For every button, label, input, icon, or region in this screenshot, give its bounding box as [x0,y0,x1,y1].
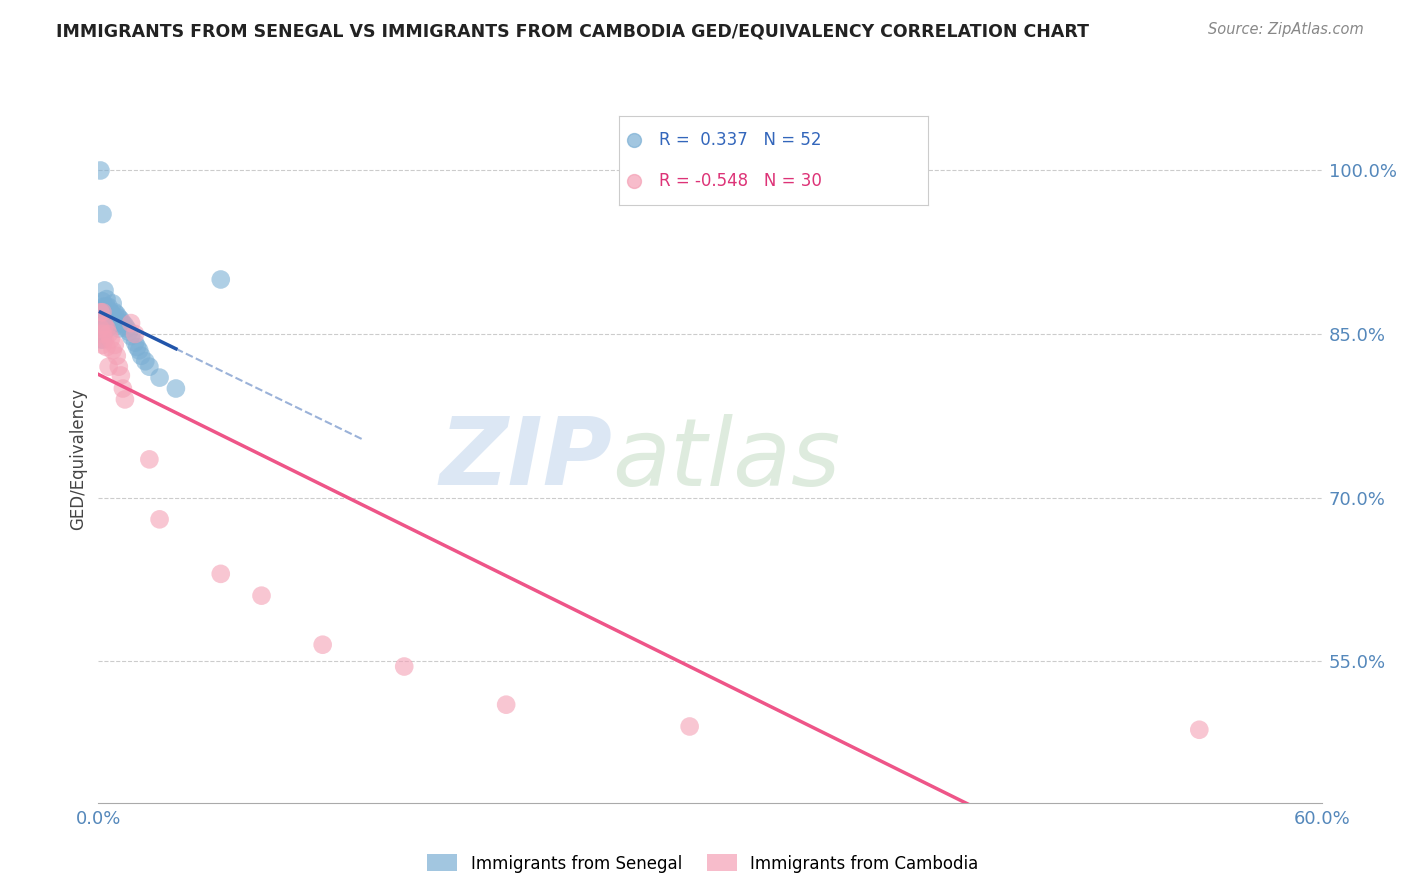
Point [91,294,114,309]
Point [97,300,120,314]
Point [89,305,111,319]
Point [93,284,115,298]
Legend: Immigrants from Senegal, Immigrants from Cambodia: Immigrants from Senegal, Immigrants from… [420,847,986,880]
Point [110,313,132,327]
Point [149,370,172,384]
Point [89,321,111,335]
Point [89,305,111,319]
Point [93,318,115,333]
Point [209,272,232,286]
Point [110,368,132,383]
Point [96,292,118,306]
Point [108,310,131,325]
Text: atlas: atlas [612,414,841,505]
Point [101,307,124,321]
Point [97,326,120,341]
Point [91,333,114,347]
Point [97,359,120,374]
Point [91,300,114,314]
Point [120,329,142,343]
Point [105,349,128,363]
Point [105,318,128,333]
Point [89,305,111,319]
Point [93,325,115,339]
Point [392,659,416,673]
Point [89,326,111,341]
Point [89,316,111,330]
Point [105,307,128,321]
Text: R =  0.337   N = 52: R = 0.337 N = 52 [659,131,821,149]
Point [93,305,115,319]
Point [91,326,114,341]
Point [679,719,702,733]
Point [96,321,118,335]
Point [101,343,124,358]
Point [127,340,149,354]
Point [108,321,131,335]
Point [89,333,111,347]
Point [111,382,134,396]
Point [91,338,114,352]
Point [623,133,645,147]
Point [104,305,127,319]
Point [124,335,146,350]
Point [100,305,122,319]
Text: IMMIGRANTS FROM SENEGAL VS IMMIGRANTS FROM CAMBODIA GED/EQUIVALENCY CORRELATION : IMMIGRANTS FROM SENEGAL VS IMMIGRANTS FR… [56,22,1090,40]
Point [129,349,152,363]
Point [100,333,122,347]
Point [115,321,138,335]
Point [104,316,127,330]
Point [108,359,131,374]
Point [1188,723,1211,737]
Text: R = -0.548   N = 30: R = -0.548 N = 30 [659,172,821,190]
Point [312,638,335,652]
Text: ZIP: ZIP [439,413,612,506]
Point [120,316,142,330]
Point [118,325,141,339]
Point [96,300,118,314]
Point [89,163,111,178]
Point [96,340,118,354]
Point [134,354,156,368]
Point [138,359,160,374]
Point [97,318,120,333]
Point [623,174,645,188]
Point [93,318,115,333]
Point [93,333,115,347]
Point [128,343,150,358]
Point [101,318,124,333]
Y-axis label: GED/Equivalency: GED/Equivalency [69,388,87,531]
Point [111,316,134,330]
Point [165,382,187,396]
Point [114,392,136,407]
Point [96,310,118,325]
Point [104,338,127,352]
Point [89,321,111,335]
Point [96,321,118,335]
Point [97,307,120,321]
Point [91,207,114,221]
Point [91,305,114,319]
Point [89,310,111,325]
Point [89,310,111,325]
Point [93,300,115,314]
Point [209,566,232,581]
Point [100,314,122,328]
Text: Source: ZipAtlas.com: Source: ZipAtlas.com [1208,22,1364,37]
Point [138,452,160,467]
Point [495,698,517,712]
Point [124,326,146,341]
Point [101,296,124,310]
Point [250,589,273,603]
Point [91,325,114,339]
Point [114,318,136,333]
Point [91,318,114,333]
Point [149,512,172,526]
Point [91,310,114,325]
